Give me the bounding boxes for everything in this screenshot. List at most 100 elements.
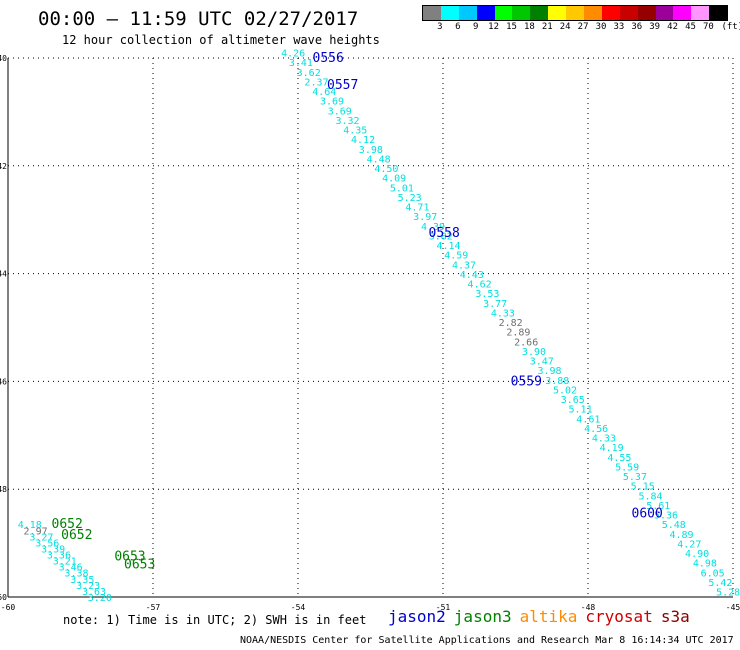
track1-swh-value: 3.65 — [561, 395, 585, 406]
track1-swh-value: 4.12 — [351, 135, 375, 146]
color-scale-legend — [422, 5, 729, 21]
pass-time-label: 0600 — [632, 506, 663, 521]
track1-swh-value: 5.59 — [615, 462, 639, 473]
track2-swh-value: 4.18 — [18, 520, 42, 531]
legend-label: (ft) — [721, 22, 740, 32]
legend-label: 45 — [685, 22, 696, 32]
track2-swh-value: 3.21 — [53, 557, 77, 568]
legend-swatch — [548, 6, 567, 20]
footer-note: note: 1) Time is in UTC; 2) SWH is in fe… — [63, 613, 367, 627]
legend-label: 12 — [488, 22, 500, 32]
pass-time-label: 0559 — [511, 374, 542, 389]
track1-swh-value: 4.39 — [421, 222, 445, 233]
track2-swh-value: 3.38 — [64, 569, 88, 580]
track1-swh-value: 3.41 — [289, 58, 313, 69]
track1-swh-value: 3.90 — [522, 347, 546, 358]
pass-time-label: 0652 — [52, 517, 83, 532]
legend-swatch — [637, 6, 656, 20]
track1-swh-value: 4.19 — [600, 443, 624, 454]
track2-swh-value: 3.36 — [47, 551, 71, 562]
pass-time-label: 0652 — [61, 528, 92, 543]
track1-swh-value: 2.37 — [304, 77, 328, 88]
track1-swh-value: 5.15 — [631, 482, 655, 493]
track1-swh-value: 5.23 — [398, 193, 422, 204]
legend-swatch — [512, 6, 531, 20]
track1-swh-value: 3.47 — [530, 357, 554, 368]
legend-swatch — [709, 6, 728, 20]
lon-tick-label: -51 — [436, 603, 451, 612]
track1-swh-value: 4.59 — [444, 251, 468, 262]
legend-label: 21 — [541, 22, 553, 32]
track1-swh-value: 5.01 — [390, 183, 414, 194]
track1-swh-value: 5.11 — [569, 405, 593, 416]
lat-tick-label: -42 — [0, 162, 7, 171]
track1-swh-value: 5.02 — [553, 385, 577, 396]
track1-swh-value: 4.90 — [685, 549, 709, 560]
pass-time-label: 0653 — [114, 550, 145, 565]
legend-label: 6 — [455, 22, 461, 32]
legend-swatch — [691, 6, 710, 20]
track1-swh-value: 3.53 — [475, 289, 499, 300]
track2-swh-value: 3.23 — [76, 581, 100, 592]
track1-swh-value: 4.09 — [382, 174, 406, 185]
legend-label: 33 — [613, 22, 625, 32]
legend-label: 36 — [631, 22, 643, 32]
track1-swh-value: 4.56 — [584, 424, 608, 435]
legend-swatch — [530, 6, 549, 20]
legend-label: 39 — [649, 22, 661, 32]
track2-swh-value: 3.39 — [41, 544, 65, 555]
satellite-legend: jason2 jason3 altika cryosat s3a — [388, 607, 698, 626]
track1-swh-value: 4.71 — [405, 203, 429, 214]
legend-label: 42 — [667, 22, 679, 32]
track1-swh-value: 3.88 — [545, 376, 569, 387]
legend-swatch — [601, 6, 620, 20]
lat-tick-label: -48 — [0, 485, 7, 494]
track1-swh-value: 4.43 — [460, 270, 484, 281]
track2-swh-value: 3.46 — [59, 563, 83, 574]
satellite-altika: altika — [519, 607, 578, 626]
legend-label: 70 — [702, 22, 714, 32]
track1-swh-value: 3.69 — [328, 106, 352, 117]
track1-swh-value: 4.89 — [670, 530, 694, 541]
lon-tick-label: -57 — [146, 603, 161, 612]
lat-tick-label: -50 — [0, 593, 7, 602]
lon-tick-label: -60 — [1, 603, 16, 612]
legend-swatch — [458, 6, 477, 20]
track1-swh-value: 5.48 — [662, 520, 686, 531]
track1-swh-value: 3.98 — [359, 145, 383, 156]
pass-time-label: 0556 — [313, 51, 344, 66]
track1-swh-value: 3.97 — [413, 212, 437, 223]
track1-swh-value: 5.28 — [716, 588, 740, 599]
track1-swh-value: 4.61 — [576, 414, 600, 425]
legend-label: 24 — [559, 22, 571, 32]
track1-swh-value: 4.98 — [693, 559, 717, 570]
track2-swh-value: 3.20 — [88, 593, 112, 604]
track1-swh-value: 2.82 — [499, 318, 523, 329]
track1-swh-value: 3.32 — [335, 116, 359, 127]
pass-time-label: 0557 — [327, 78, 358, 93]
pass-time-label: 0653 — [124, 558, 155, 573]
track2-swh-value: 3.56 — [35, 538, 59, 549]
track1-swh-value: 4.55 — [607, 453, 631, 464]
track2-swh-value: 3.63 — [82, 587, 106, 598]
track1-swh-value: 2.89 — [506, 328, 530, 339]
track1-swh-value: 5.61 — [646, 501, 670, 512]
track1-swh-value: 4.14 — [436, 241, 460, 252]
track1-swh-value: 6.05 — [701, 568, 725, 579]
legend-swatch — [655, 6, 674, 20]
legend-label: 9 — [472, 22, 479, 32]
track2-swh-value: 3.35 — [70, 575, 94, 586]
track1-swh-value: 3.82 — [429, 231, 453, 242]
lon-tick-label: -48 — [581, 603, 596, 612]
satellite-cryosat: cryosat — [585, 607, 653, 626]
track1-swh-value: 4.62 — [468, 280, 492, 291]
track1-swh-value: 4.50 — [374, 164, 398, 175]
satellite-s3a: s3a — [660, 607, 690, 626]
track1-swh-value: 5.36 — [654, 511, 678, 522]
lon-tick-label: -54 — [291, 603, 306, 612]
legend-swatch — [566, 6, 585, 20]
legend-swatch — [494, 6, 513, 20]
legend-label: 3 — [437, 22, 443, 32]
